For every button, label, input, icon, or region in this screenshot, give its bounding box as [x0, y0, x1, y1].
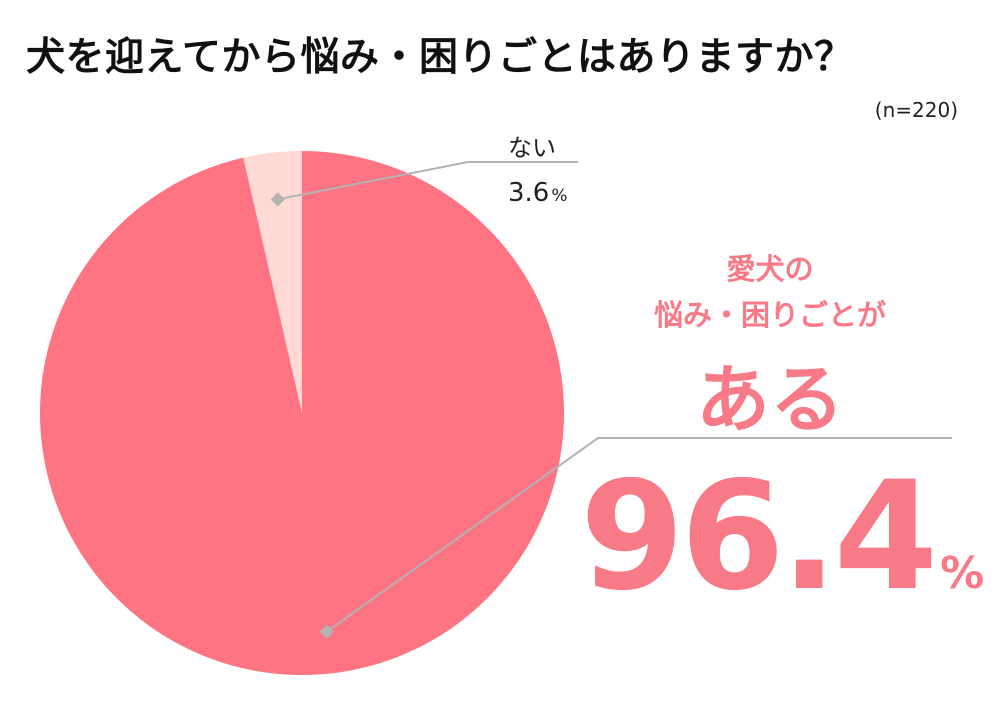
slice-value-aru: 96.4%	[580, 450, 984, 624]
slice-value-aru-number: 96.4	[580, 450, 938, 624]
slice-value-nai-unit: %	[551, 186, 568, 206]
slice-label-aru-line-2: 悩み・困りごとが	[653, 298, 886, 332]
slice-value-nai-number: 3.6	[508, 178, 550, 208]
pie-slice-nai	[243, 151, 302, 413]
sample-size: (n=220)	[874, 98, 958, 122]
slice-label-nai: ない	[508, 134, 556, 162]
slice-label-aru: 愛犬の 悩み・困りごとが	[620, 246, 920, 338]
slice-value-aru-unit: %	[940, 548, 985, 599]
pie-slice-aru	[39, 151, 564, 675]
chart-title: 犬を迎えてから悩み・困りごとはありますか？	[26, 35, 854, 80]
leader-line-nai	[270, 161, 578, 207]
slice-value-nai: 3.6%	[508, 178, 568, 208]
slice-label-aru-line-1: 愛犬の	[726, 252, 814, 286]
slice-label-aru-emphasis: ある	[696, 357, 844, 443]
leader-line-aru	[319, 437, 952, 639]
